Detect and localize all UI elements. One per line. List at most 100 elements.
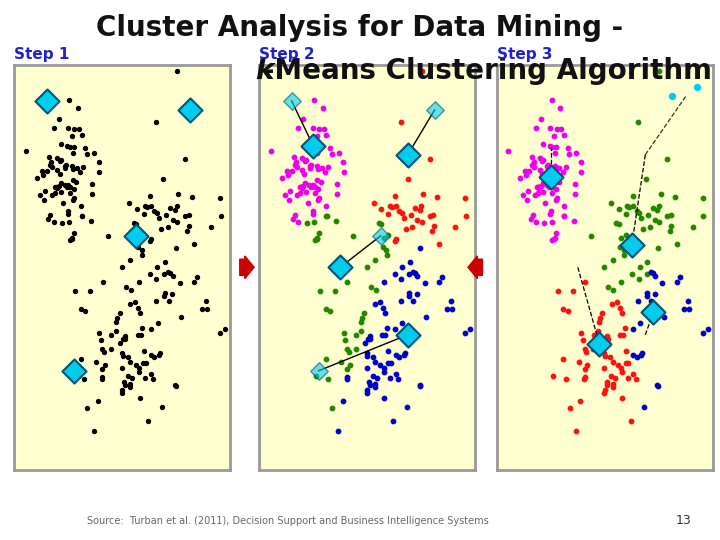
Point [441,305,452,314]
Point [179,155,191,164]
Point [299,157,310,165]
Point [400,225,411,234]
Point [560,163,572,171]
Point [521,195,533,204]
Point [636,349,648,357]
Point [665,222,677,231]
Point [667,92,678,100]
Point [551,193,562,202]
Point [532,189,544,198]
Point [130,360,141,369]
Point [300,156,311,165]
Point [541,162,553,171]
Point [308,96,320,104]
Point [65,372,76,381]
Point [549,162,561,171]
Point [53,182,64,191]
Point [361,352,373,360]
Point [312,162,323,171]
Point [598,363,610,372]
Text: Step 1: Step 1 [14,47,70,62]
Point [167,290,179,299]
Point [609,373,621,382]
Point [59,162,71,171]
Point [215,212,227,221]
Point [382,231,394,239]
Point [41,97,53,105]
Point [393,352,405,361]
Text: Cluster Analysis for Data Mining -: Cluster Analysis for Data Mining - [96,14,624,42]
Point [424,155,436,164]
Point [296,183,307,192]
Point [62,124,73,132]
Point [102,232,114,241]
Point [54,170,66,178]
Point [48,124,59,133]
Point [408,267,419,276]
Point [134,309,145,318]
Point [687,222,698,231]
Point [306,141,318,150]
Point [405,211,417,219]
Text: k: k [256,57,274,85]
Point [361,363,372,372]
Point [309,183,320,191]
Point [61,141,73,150]
Point [163,267,174,276]
Point [579,344,590,353]
Point [374,298,386,306]
Point [398,214,410,222]
Point [145,350,157,359]
Point [426,227,438,235]
Point [313,193,325,202]
Point [613,220,624,228]
Point [313,125,325,133]
Point [315,177,327,186]
Point [84,287,96,296]
Point [373,219,384,227]
Point [66,132,78,140]
Point [297,114,309,123]
Point [111,318,122,327]
Point [150,274,162,283]
Point [375,232,387,240]
Point [169,206,181,214]
Point [669,193,680,202]
Point [626,270,638,279]
Point [132,330,143,339]
Point [330,217,342,226]
Point [374,360,386,369]
Point [617,331,629,340]
Point [361,385,373,394]
Point [568,217,580,226]
Point [633,274,644,283]
Point [649,290,661,299]
Point [536,170,548,178]
Point [171,201,182,210]
Point [73,125,85,133]
Point [464,325,476,333]
Point [389,270,400,279]
Point [549,132,560,140]
Point [519,167,531,176]
Point [634,262,645,271]
Point [110,327,122,336]
Point [376,205,387,214]
Point [338,328,349,337]
Point [620,359,631,367]
Point [311,233,323,242]
Point [546,96,557,104]
Point [356,313,368,322]
Point [601,377,613,386]
Point [362,335,374,343]
Point [372,373,383,382]
Point [132,303,144,312]
Point [125,357,136,366]
Point [611,219,622,227]
Point [415,382,426,391]
Point [606,199,617,208]
Point [397,319,408,327]
Point [81,403,93,412]
Point [641,292,652,301]
Point [79,307,91,315]
